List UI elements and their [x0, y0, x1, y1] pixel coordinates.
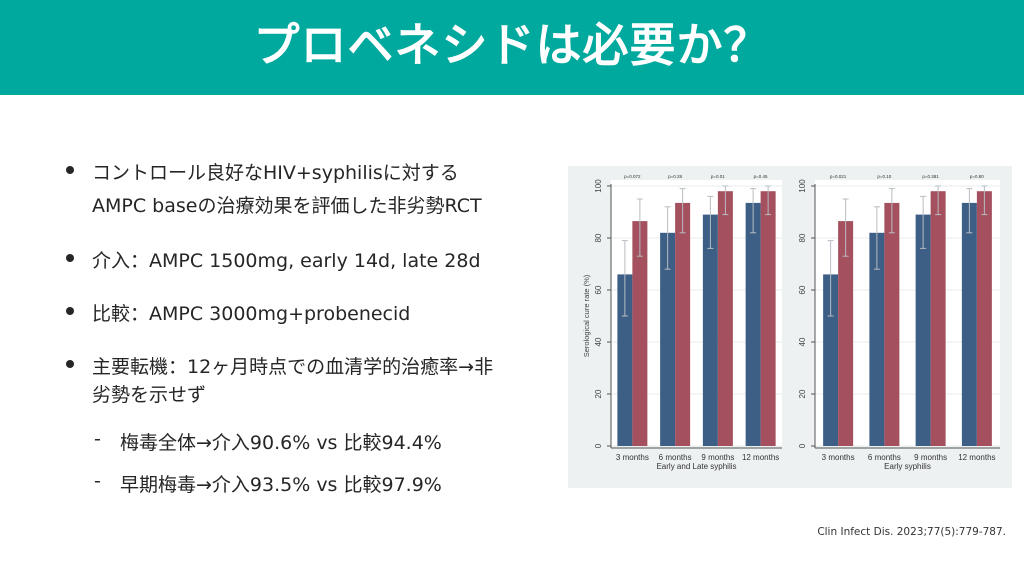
y-tick-label: 100: [594, 179, 603, 193]
bullet-3: 比較：AMPC 3000mg+probenecid: [92, 303, 411, 325]
p-value-label: p=0.01: [711, 174, 725, 179]
y-tick-label: 20: [594, 389, 603, 398]
bar-ampc-probenecid: [632, 221, 648, 446]
bar-ampc-probenecid: [717, 191, 733, 446]
x-tick-label: 6 months: [659, 453, 692, 462]
y-tick-label: 40: [594, 337, 603, 346]
y-tick-label: 100: [798, 179, 807, 193]
y-axis-label: Serological cure rate (%): [582, 274, 591, 357]
sub-bullet-marker: -: [94, 470, 101, 492]
bar-ampc-probenecid: [838, 221, 854, 446]
bullet-4-line-1: 主要転機：12ヶ月時点での血清学的治癒率→非: [92, 356, 494, 378]
bar-ampc-probenecid: [760, 191, 776, 446]
slide-title: プロベネシドは必要か？: [253, 18, 771, 72]
bar-ampc: [745, 202, 761, 446]
figure-image: 0 20 40 60 80 100 Serological cure rate (%) 3 m…: [568, 166, 1012, 488]
p-value-label: p=0.45: [754, 174, 768, 179]
bar-chart-figure: 0 20 40 60 80 100 Serological cure rate (%) 3 m…: [582, 174, 1000, 471]
p-value-label: p=0.80: [970, 174, 984, 179]
bar-ampc: [869, 232, 885, 446]
p-value-label: p=0.381: [922, 174, 939, 179]
y-tick-label: 20: [798, 389, 807, 398]
bullet-dot: [66, 254, 74, 262]
x-tick-label: 6 months: [868, 453, 901, 462]
bar-ampc: [617, 274, 633, 446]
sub-bullet-1: 梅毒全体→介入90.6% vs 比較94.4%: [120, 432, 442, 454]
x-axis-label: Early and Late syphilis: [656, 462, 736, 471]
y-tick-label: 60: [594, 285, 603, 294]
p-value-label: p=0.28: [668, 174, 682, 179]
bullet-dot: [66, 166, 74, 174]
p-value-label: p=0.021: [830, 174, 847, 179]
bar-ampc: [823, 274, 839, 446]
bar-ampc: [702, 214, 718, 446]
bullet-1-line-2: AMPC baseの治療効果を評価した非劣勢RCT: [92, 195, 482, 217]
bar-ampc-probenecid: [884, 202, 900, 446]
bullet-dot: [66, 307, 74, 315]
bar-ampc: [961, 202, 977, 446]
title-bar: [0, 0, 1024, 95]
y-tick-label: 80: [798, 233, 807, 242]
y-tick-label: 40: [798, 337, 807, 346]
sub-bullet-marker: -: [94, 428, 101, 450]
bar-ampc: [915, 214, 931, 446]
y-tick-label: 0: [798, 443, 807, 448]
p-value-label: p=0.10: [877, 174, 891, 179]
x-tick-label: 12 months: [958, 453, 995, 462]
x-tick-label: 3 months: [616, 453, 649, 462]
bar-ampc-probenecid: [675, 202, 691, 446]
sub-bullet-2: 早期梅毒→介入93.5% vs 比較97.9%: [120, 474, 442, 496]
bar-ampc-probenecid: [930, 191, 946, 446]
citation: Clin Infect Dis. 2023;77(5):779-787.: [817, 526, 1006, 538]
p-value-label: p=0.072: [624, 174, 641, 179]
x-tick-label: 9 months: [701, 453, 734, 462]
y-tick-label: 80: [594, 233, 603, 242]
x-tick-label: 9 months: [914, 453, 947, 462]
y-tick-label: 0: [594, 443, 603, 448]
bar-ampc: [660, 232, 676, 446]
bullet-1-line-1: コントロール良好なHIV+syphilisに対する: [92, 162, 459, 184]
x-axis-label: Early syphilis: [884, 462, 931, 471]
x-tick-label: 3 months: [822, 453, 855, 462]
bar-ampc-probenecid: [976, 191, 992, 446]
x-tick-label: 12 months: [742, 453, 779, 462]
bullet-4-line-2: 劣勢を示せず: [92, 384, 207, 406]
bullet-2: 介入：AMPC 1500mg, early 14d, late 28d: [92, 250, 481, 272]
y-tick-label: 60: [798, 285, 807, 294]
bullet-dot: [66, 360, 74, 368]
